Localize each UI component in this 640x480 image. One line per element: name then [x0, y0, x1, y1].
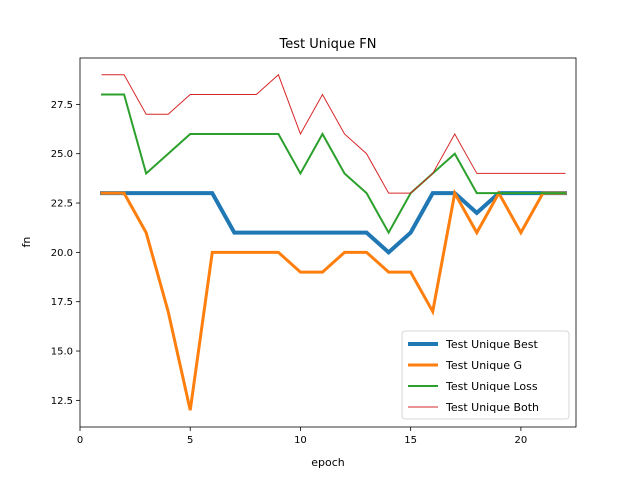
- series-line-2: [100, 188, 567, 411]
- x-axis-ticks: 0 5 10 15 20: [77, 427, 527, 446]
- legend-label: Test Unique G: [445, 359, 522, 372]
- y-axis-label: fn: [20, 237, 33, 248]
- y-tick-label: 20.0: [51, 248, 73, 259]
- x-tick-label: 20: [515, 435, 528, 446]
- chart-title: Test Unique FN: [279, 37, 377, 52]
- legend-box: [401, 330, 570, 420]
- x-tick-label: 0: [77, 435, 83, 446]
- x-tick-label: 10: [294, 435, 307, 446]
- y-tick-label: 25.0: [51, 149, 73, 160]
- y-tick-label: 22.5: [51, 199, 73, 210]
- y-tick-label: 15.0: [51, 347, 73, 358]
- legend-label: Test Unique Both: [445, 401, 539, 414]
- series-line-4: [101, 73, 566, 194]
- x-tick-label: 15: [404, 435, 417, 446]
- plot-frame: [79, 57, 577, 428]
- x-axis-label: epoch: [311, 456, 345, 469]
- legend-label: Test Unique Loss: [445, 380, 538, 393]
- y-tick-label: 27.5: [51, 100, 73, 111]
- y-tick-label: 17.5: [51, 297, 73, 308]
- y-tick-label: 12.5: [51, 396, 73, 407]
- x-tick-label: 5: [187, 435, 193, 446]
- series-line-3: [101, 93, 566, 235]
- series-line-1: [100, 191, 567, 256]
- legend: Test Unique Best Test Unique G Test Unique…: [401, 330, 570, 420]
- y-axis-ticks: 12.5 15.0 17.5 20.0 22.5 25.0 27.5: [51, 100, 80, 407]
- plot-lines: [100, 73, 567, 411]
- legend-label: Test Unique Best: [445, 338, 539, 351]
